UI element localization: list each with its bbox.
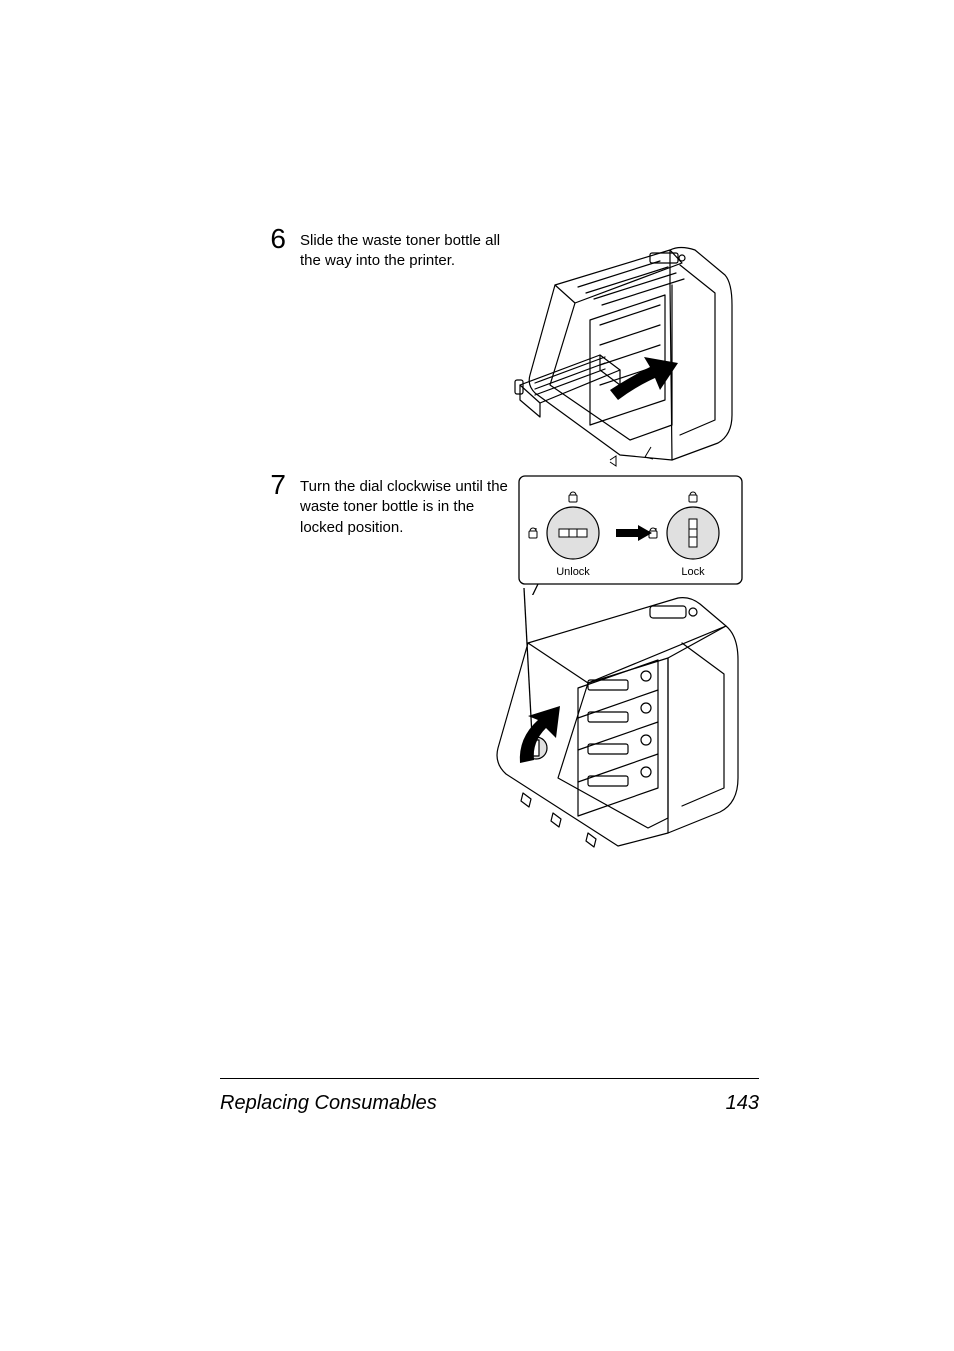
footer-rule <box>220 1078 759 1079</box>
step-6-illustration <box>500 225 760 475</box>
step-7-illustration <box>468 588 768 868</box>
footer-section: Replacing Consumables <box>220 1092 437 1115</box>
step-6: 6 Slide the waste toner bottle all the w… <box>266 225 520 272</box>
step-7-text: Turn the dial clockwise until the waste … <box>300 471 520 538</box>
step-7-number: 7 <box>266 471 286 499</box>
step-6-number: 6 <box>266 225 286 253</box>
dial-diagram: Unlock Lock <box>518 475 743 595</box>
unlock-label: Unlock <box>556 566 590 578</box>
footer: Replacing Consumables 143 <box>220 1092 759 1115</box>
footer-page: 143 <box>726 1092 759 1115</box>
lock-label: Lock <box>681 566 705 578</box>
page: 6 Slide the waste toner bottle all the w… <box>0 0 954 1351</box>
step-6-text: Slide the waste toner bottle all the way… <box>300 225 520 272</box>
step-7: 7 Turn the dial clockwise until the wast… <box>266 471 520 538</box>
